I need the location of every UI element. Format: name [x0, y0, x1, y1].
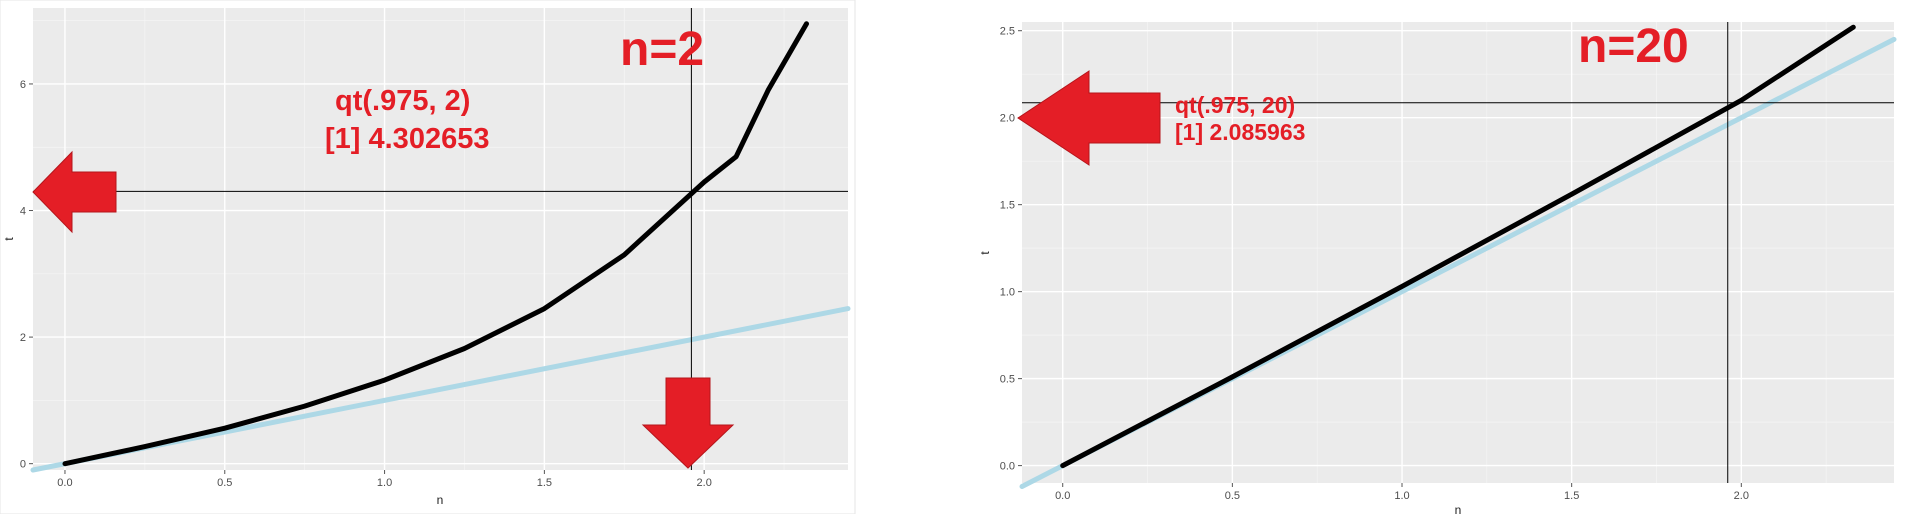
chart-title: n=2 — [620, 23, 704, 76]
x-tick-label: 1.5 — [1564, 490, 1579, 502]
left-arrow-icon — [1017, 70, 1161, 166]
left-arrow-icon — [32, 150, 117, 234]
x-axis-ticks: 0.0 0.5 1.0 1.5 2.0 — [57, 470, 712, 489]
y-tick-label: 1.0 — [1000, 287, 1015, 299]
x-axis-label: n — [1455, 503, 1462, 514]
x-axis-label: n — [437, 493, 444, 507]
x-tick-label: 0.0 — [57, 477, 72, 489]
t-quantile-line — [1060, 24, 1856, 469]
y-tick-label: 2 — [20, 332, 26, 344]
minor-gridlines — [1022, 22, 1894, 483]
y-tick-label: 1.5 — [1000, 200, 1015, 212]
chart-title: n=20 — [1578, 20, 1689, 73]
series-layer — [30, 21, 851, 473]
y-tick-label: 2.0 — [1000, 113, 1015, 125]
down-arrow-icon — [641, 377, 735, 469]
x-tick-label: 0.0 — [1055, 490, 1070, 502]
minor-gridlines — [33, 8, 848, 470]
x-tick-label: 0.5 — [217, 477, 232, 489]
y-axis-label: t — [2, 237, 16, 241]
y-tick-label: 6 — [20, 79, 26, 91]
x-axis-ticks: 0.0 0.5 1.0 1.5 2.0 — [1055, 483, 1749, 502]
y-axis-ticks: 0.0 0.5 1.0 1.5 2.0 2.5 — [1000, 26, 1022, 473]
x-tick-label: 1.0 — [377, 477, 392, 489]
plot-background — [1022, 22, 1894, 483]
major-gridlines — [1022, 22, 1894, 483]
y-tick-label: 0.5 — [1000, 374, 1015, 386]
annotation-line-1: qt(.975, 2) — [335, 85, 470, 117]
annotation-line-1: qt(.975, 20) — [1175, 92, 1295, 118]
x-tick-label: 1.5 — [537, 477, 552, 489]
y-tick-label: 0 — [20, 459, 26, 471]
y-tick-label: 0.0 — [1000, 461, 1015, 473]
plot-background — [33, 8, 848, 470]
annotation-line-2: [1] 2.085963 — [1175, 119, 1305, 145]
x-tick-label: 2.0 — [1734, 490, 1749, 502]
x-tick-label: 1.0 — [1394, 490, 1409, 502]
annotation-line-2: [1] 4.302653 — [325, 123, 489, 155]
x-tick-label: 0.5 — [1225, 490, 1240, 502]
series-layer — [1019, 24, 1897, 489]
x-tick-label: 2.0 — [697, 477, 712, 489]
y-axis-label: t — [978, 251, 992, 255]
chart-panel-n2: 0.0 0.5 1.0 1.5 2.0 0 2 4 6 n t n=2 qt(.975, 2)… — [0, 0, 856, 514]
y-tick-label: 2.5 — [1000, 26, 1015, 38]
chart-panel-n20: 0.0 0.5 1.0 1.5 2.0 0.0 0.5 1.0 1.5 2.0 2.5 n t n… — [978, 0, 1922, 514]
t-quantile-line — [62, 21, 809, 467]
y-tick-label: 4 — [20, 206, 26, 218]
y-axis-ticks: 0 2 4 6 — [20, 79, 33, 471]
reference-lines — [1022, 22, 1894, 483]
